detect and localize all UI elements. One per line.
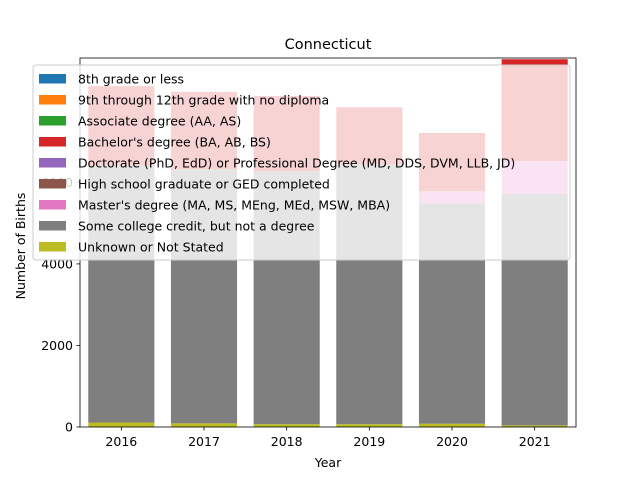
x-tick-label: 2017 — [188, 434, 220, 449]
y-tick-label: 2000 — [41, 338, 73, 353]
legend-label-some-college-credit-but-not-a-degree: Some college credit, but not a degree — [78, 219, 315, 234]
bar-2020-unknown-or-not-stated — [418, 423, 486, 427]
legend-swatch-9th-through-12th-grade-with-no-diploma — [39, 95, 66, 105]
legend-label-unknown-or-not-stated: Unknown or Not Stated — [78, 240, 224, 255]
legend-swatch-high-school-graduate-or-ged-completed — [39, 179, 66, 189]
legend-swatch-8th-grade-or-less — [39, 74, 66, 84]
x-tick-label: 2019 — [353, 434, 385, 449]
legend-swatch-doctorate-phd-edd-or-professional-degree-md-dds-dvm-llb-jd — [39, 158, 66, 168]
legend-swatch-some-college-credit-but-not-a-degree — [39, 221, 66, 231]
bar-2018-unknown-or-not-stated — [253, 424, 320, 427]
x-tick-label: 2020 — [436, 434, 468, 449]
legend-label-9th-through-12th-grade-with-no-diploma: 9th through 12th grade with no diploma — [78, 93, 329, 108]
bar-2017-unknown-or-not-stated — [170, 423, 238, 427]
x-tick-label: 2018 — [271, 434, 303, 449]
bar-2016-unknown-or-not-stated — [88, 422, 155, 427]
legend-label-master-s-degree-ma-ms-meng-med-msw-mba: Master's degree (MA, MS, MEng, MEd, MSW,… — [78, 198, 390, 213]
bar-2019-unknown-or-not-stated — [336, 424, 403, 427]
legend-swatch-unknown-or-not-stated — [39, 242, 66, 252]
x-tick-label: 2016 — [105, 434, 137, 449]
legend-label-high-school-graduate-or-ged-completed: High school graduate or GED completed — [78, 177, 330, 192]
legend-label-associate-degree-aa-as: Associate degree (AA, AS) — [78, 114, 241, 129]
x-tick-label: 2021 — [519, 434, 551, 449]
legend-label-8th-grade-or-less: 8th grade or less — [78, 72, 184, 87]
bar-2021-unknown-or-not-stated — [501, 425, 568, 427]
legend: 8th grade or less 9th through 12th grade … — [32, 64, 571, 261]
chart-title: Connecticut — [285, 37, 372, 53]
y-tick-label: 0 — [65, 420, 73, 435]
x-axis-label: Year — [314, 455, 342, 470]
legend-swatch-bachelor-s-degree-ba-ab-bs — [39, 137, 66, 147]
legend-box — [32, 64, 571, 261]
legend-swatch-associate-degree-aa-as — [39, 116, 66, 126]
legend-label-doctorate-phd-edd-or-professional-degree-md-dds-dvm-llb-jd: Doctorate (PhD, EdD) or Professional Deg… — [78, 156, 515, 171]
legend-swatch-master-s-degree-ma-ms-meng-med-msw-mba — [39, 200, 66, 210]
y-axis-label: Number of Births — [13, 193, 28, 300]
legend-label-bachelor-s-degree-ba-ab-bs: Bachelor's degree (BA, AB, BS) — [78, 135, 271, 150]
